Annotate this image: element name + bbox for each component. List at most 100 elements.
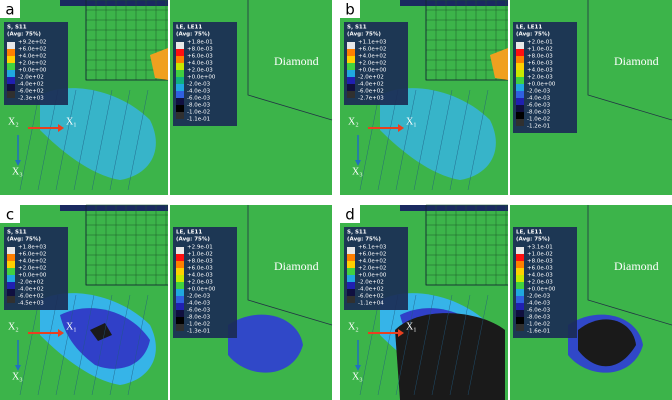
- legend-value: +4.0e-03: [527, 273, 553, 279]
- legend-value: +1.0e-02: [527, 252, 553, 258]
- legend-value: -4.0e+02: [18, 287, 44, 293]
- legend-value: +6.0e-03: [187, 54, 213, 60]
- arrowhead: [15, 160, 21, 166]
- mesh-line: [449, 89, 471, 191]
- mesh-line: [413, 294, 435, 396]
- legend-value: -4.0e-03: [527, 301, 551, 307]
- legend-swatch: [516, 275, 524, 282]
- legend-value: +1.0e-02: [527, 47, 553, 53]
- mesh-line: [431, 294, 453, 396]
- legend-value: -4.0e+02: [18, 82, 44, 88]
- legend-value: +6.0e-03: [187, 266, 213, 272]
- legend-title: LE, LE11: [516, 230, 542, 236]
- mesh-line: [55, 89, 77, 191]
- legend-value: +2.9e-01: [187, 245, 213, 251]
- legend-swatch: [347, 84, 355, 91]
- panel: bS, S11(Avg: 75%)+1.1e+03+6.0e+02+4.0e+0…: [340, 0, 672, 195]
- legend-swatch: [176, 98, 184, 105]
- legend-value: +8.0e-03: [187, 259, 213, 265]
- compression-zone: [40, 88, 156, 180]
- legend-swatch: [176, 296, 184, 303]
- legend-value: +6.0e-03: [527, 266, 553, 272]
- legend-value: +8.0e-03: [527, 54, 553, 60]
- legend-subtitle: (Avg: 75%): [176, 237, 210, 243]
- legend-title: LE, LE11: [176, 25, 202, 31]
- arrowhead: [58, 329, 64, 337]
- legend-title: LE, LE11: [176, 230, 202, 236]
- legend-swatch: [176, 247, 184, 254]
- legend-swatch: [347, 247, 355, 254]
- legend-value: -1.2e-01: [527, 124, 550, 130]
- legend-title: S, S11: [347, 230, 367, 236]
- legend-value: -6.0e-03: [187, 308, 211, 314]
- legend-swatch: [347, 296, 355, 303]
- arrowhead: [355, 160, 361, 166]
- legend-swatch: [516, 324, 524, 331]
- legend-value: +0.0e+00: [527, 287, 556, 293]
- divider: [168, 0, 170, 195]
- legend-value: +8.0e-03: [527, 259, 553, 265]
- legend-swatch: [516, 91, 524, 98]
- legend-value: +0.0e+00: [18, 68, 47, 74]
- mesh-line: [73, 89, 95, 191]
- legend-swatch: [7, 63, 15, 70]
- legend-value: -6.0e-03: [187, 96, 211, 102]
- material-label: Diamond: [614, 54, 659, 68]
- legend-swatch: [176, 303, 184, 310]
- legend-swatch: [347, 56, 355, 63]
- axis-label: X₁: [406, 321, 417, 332]
- core-zone: [90, 323, 112, 341]
- legend-value: -4.0e-03: [187, 89, 211, 95]
- legend: LE, LE11(Avg: 75%) +1.8e-01+8.0e-03+6.0e-…: [173, 22, 237, 126]
- mesh-line: [395, 294, 417, 396]
- legend-swatch: [7, 247, 15, 254]
- grain-boundary: [247, 205, 333, 326]
- legend-value: -2.0e+02: [18, 280, 44, 286]
- legend-swatch: [176, 275, 184, 282]
- legend-value: +0.0e+00: [18, 273, 47, 279]
- hot-zone: [150, 48, 168, 80]
- arrowhead: [355, 365, 361, 371]
- mesh-line: [359, 294, 381, 396]
- legend-swatch: [176, 268, 184, 275]
- legend-swatch: [516, 84, 524, 91]
- legend-value: -4.0e+02: [358, 287, 384, 293]
- legend-value: -6.0e+02: [358, 89, 384, 95]
- mesh-tri: [19, 89, 149, 191]
- divider: [508, 0, 510, 195]
- legend-value: -2.0e-03: [187, 294, 211, 300]
- material-label: Diamond: [274, 259, 319, 273]
- legend-value: +1.0e-02: [187, 252, 213, 258]
- top-band: [60, 205, 168, 211]
- top-band: [400, 0, 508, 6]
- mesh-line: [395, 89, 417, 191]
- legend-value: +4.0e+02: [358, 54, 386, 60]
- legend-swatch: [347, 91, 355, 98]
- legend-value: +4.0e+02: [18, 54, 46, 60]
- mesh-line: [55, 294, 77, 396]
- legend-swatch: [347, 268, 355, 275]
- legend-title: S, S11: [7, 25, 27, 31]
- legend-swatch: [516, 282, 524, 289]
- mesh-line: [19, 294, 41, 396]
- legend-value: -2.0e+02: [18, 75, 44, 81]
- legend-value: -1.0e-02: [527, 117, 550, 123]
- legend-value: +9.2e+02: [18, 40, 46, 46]
- legend-value: +2.0e+02: [358, 266, 386, 272]
- mesh-line: [467, 89, 489, 191]
- mesh-line: [359, 89, 381, 191]
- core-zone: [395, 313, 505, 400]
- legend-swatch: [516, 296, 524, 303]
- strain-core: [578, 319, 636, 367]
- legend-value: -6.0e+02: [18, 89, 44, 95]
- panel-label: b: [345, 1, 355, 19]
- legend-value: +6.0e+02: [358, 47, 386, 53]
- mesh-line: [37, 294, 59, 396]
- legend-swatch: [516, 70, 524, 77]
- mesh-line: [127, 89, 149, 191]
- arrowhead: [398, 329, 404, 337]
- legend-value: -2.7e+03: [358, 96, 384, 102]
- legend-value: -8.0e-03: [527, 315, 551, 321]
- legend-value: -4.0e-03: [187, 301, 211, 307]
- legend-swatch: [347, 275, 355, 282]
